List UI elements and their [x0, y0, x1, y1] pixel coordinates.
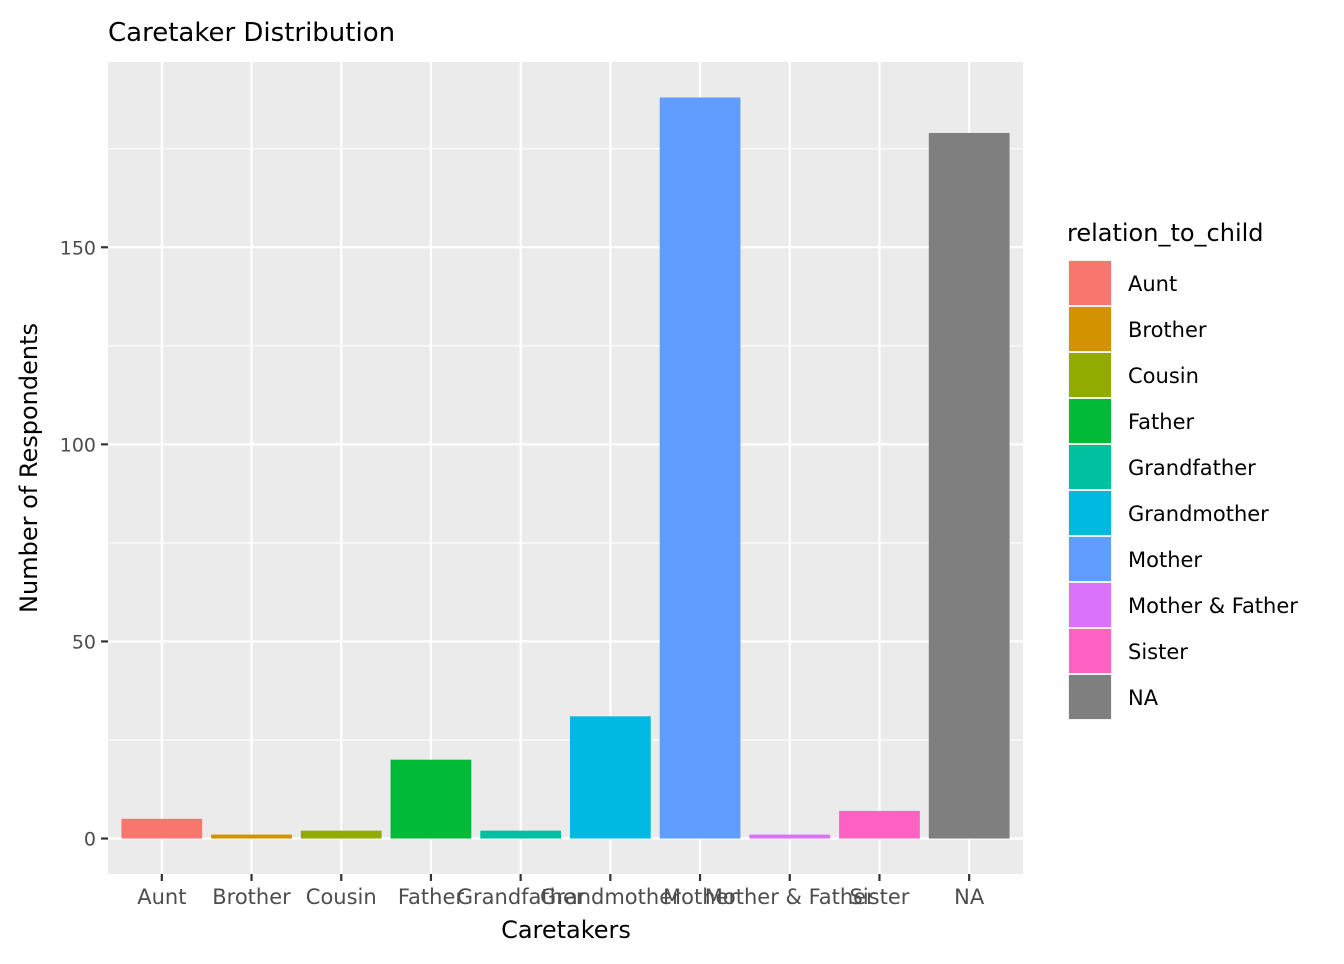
x-tick-label: Mother & Father: [705, 885, 875, 909]
legend-swatch: [1069, 629, 1111, 673]
bar: [390, 759, 472, 839]
x-tick-label: NA: [954, 885, 985, 909]
bar: [480, 830, 562, 839]
y-axis-title: Number of Respondents: [15, 323, 43, 613]
legend-swatch: [1069, 537, 1111, 581]
x-tick-label: Father: [398, 885, 464, 909]
y-tick-label: 50: [72, 631, 96, 653]
legend-label: Cousin: [1128, 364, 1199, 388]
legend-items: Aunt Brother Cousin Father Grandfather Grandm…: [1068, 260, 1298, 720]
bar: [569, 716, 651, 839]
bar: [928, 132, 1010, 839]
minor-gridlines: [108, 148, 1023, 741]
legend-swatch: [1069, 399, 1111, 443]
legend-swatch: [1069, 445, 1111, 489]
bars: [121, 97, 1010, 839]
legend-title: relation_to_child: [1067, 219, 1264, 247]
x-tick-label: Brother: [212, 885, 291, 909]
bar: [749, 834, 831, 839]
legend-label: Mother & Father: [1128, 594, 1298, 618]
legend-swatch: [1069, 353, 1111, 397]
bar: [659, 97, 741, 839]
legend-label: NA: [1128, 686, 1159, 710]
x-axis-title: Caretakers: [501, 916, 631, 944]
legend-label: Sister: [1128, 640, 1188, 664]
legend: relation_to_child Aunt Brother Cousin Fathe…: [1067, 219, 1298, 720]
y-tick-label: 100: [60, 434, 96, 456]
legend-label: Grandmother: [1128, 502, 1269, 526]
x-tick-label: Aunt: [137, 885, 186, 909]
y-axis: 0 50 100 150: [60, 237, 108, 851]
legend-swatch: [1069, 491, 1111, 535]
x-tick-label: Grandmother: [540, 885, 681, 909]
y-tick-label: 0: [84, 829, 96, 851]
plot-panel: [108, 62, 1023, 874]
x-tick-label: Sister: [850, 885, 910, 909]
legend-swatch: [1069, 675, 1111, 719]
legend-label: Brother: [1128, 318, 1207, 342]
bar: [300, 830, 382, 839]
legend-label: Grandfather: [1128, 456, 1256, 480]
legend-label: Aunt: [1128, 272, 1177, 296]
legend-swatch: [1069, 307, 1111, 351]
x-axis: Aunt Brother Cousin FatherGrandfatherGrandm…: [137, 874, 985, 909]
x-tick-label: Grandfather: [457, 885, 585, 909]
x-tick-label: Mother: [663, 885, 737, 909]
x-tick-label: Cousin: [306, 885, 377, 909]
bar: [211, 834, 292, 839]
legend-swatch: [1069, 583, 1111, 627]
bar: [121, 818, 203, 839]
y-tick-label: 150: [60, 237, 96, 259]
legend-label: Father: [1128, 410, 1194, 434]
legend-label: Mother: [1128, 548, 1202, 572]
chart-title: Caretaker Distribution: [108, 18, 395, 48]
bar: [839, 810, 920, 839]
legend-swatch: [1069, 261, 1111, 305]
